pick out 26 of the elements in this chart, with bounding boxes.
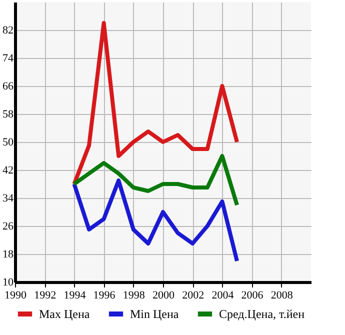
y-tick-label: 58	[2, 108, 14, 120]
y-tick-label: 82	[2, 24, 14, 36]
legend-label: Max Цена	[39, 307, 90, 321]
legend-label: Сред.Цена, т.йен	[219, 307, 306, 321]
x-tick-label: 1994	[64, 290, 86, 302]
y-tick-label: 10	[2, 276, 14, 288]
y-tick-label: 42	[2, 164, 14, 176]
y-tick-label: 50	[2, 136, 14, 148]
x-tick-label: 2008	[270, 290, 294, 302]
x-tick-label: 1998	[122, 290, 146, 302]
x-tick-label: 2002	[182, 290, 204, 302]
x-tick-label: 1996	[93, 290, 116, 302]
y-tick-label: 74	[2, 52, 14, 64]
line-series	[72, 178, 239, 263]
x-tick-label: 2006	[241, 290, 264, 302]
line-series	[72, 21, 239, 186]
x-tick-label: 1990	[4, 290, 27, 302]
y-tick-label: 34	[2, 192, 14, 204]
y-tick-label: 26	[2, 220, 14, 232]
x-tick-label: 2000	[152, 290, 175, 302]
y-tick-label: 66	[2, 80, 14, 92]
legend-label: Min Цена	[130, 307, 180, 321]
y-tick-label: 18	[2, 248, 14, 260]
x-tick-label: 2004	[212, 290, 234, 302]
x-tick-label: 1992	[34, 290, 56, 302]
line-series	[72, 154, 239, 207]
